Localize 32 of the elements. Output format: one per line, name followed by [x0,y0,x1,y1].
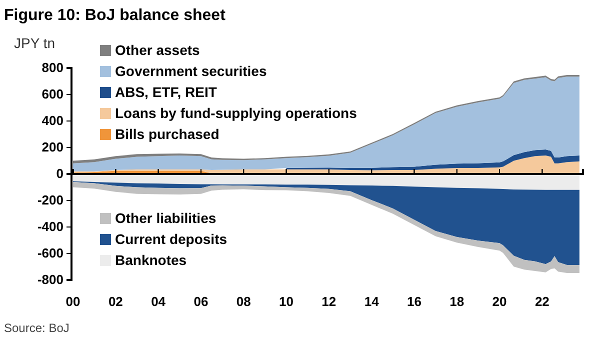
x-tick-label: 08 [236,294,251,310]
y-tick-label: 0 [56,166,64,182]
legend-label: Government securities [115,63,267,79]
legend-label: Other assets [115,42,200,58]
x-tick-label: 04 [151,294,166,310]
y-tick-label: -800 [37,272,64,288]
x-tick-label: 18 [450,294,464,310]
y-tick-label: 400 [42,113,64,128]
x-tick-label: 16 [406,294,422,310]
legend-label: Bills purchased [115,126,220,142]
x-tick-label: 02 [108,294,123,310]
y-tick-label: 600 [42,86,64,102]
x-tick-label: 10 [279,294,294,310]
legend-label: Loans by fund-supplying operations [115,105,358,121]
legend-label: Banknotes [115,252,187,268]
y-axis-title: JPY tn [14,35,55,51]
y-tick-label: -400 [37,219,64,234]
x-tick-label: 22 [534,294,550,310]
legend-label: Other liabilities [115,210,216,226]
legend-label: Current deposits [115,231,228,247]
y-tick-label: 800 [42,60,64,76]
x-tick-label: 06 [194,294,208,310]
chart-title: Figure 10: BoJ balance sheet [4,7,226,24]
x-tick-label: 12 [322,294,336,310]
legend-label: ABS, ETF, REIT [115,84,218,100]
y-tick-label: 200 [42,140,64,155]
x-tick-label: 20 [492,294,507,310]
y-tick-label: -600 [37,246,64,261]
x-tick-label: 14 [364,294,380,310]
y-tick-label: -200 [37,192,64,208]
source-note: Source: BoJ [4,321,70,335]
x-tick-label: 00 [66,294,80,310]
